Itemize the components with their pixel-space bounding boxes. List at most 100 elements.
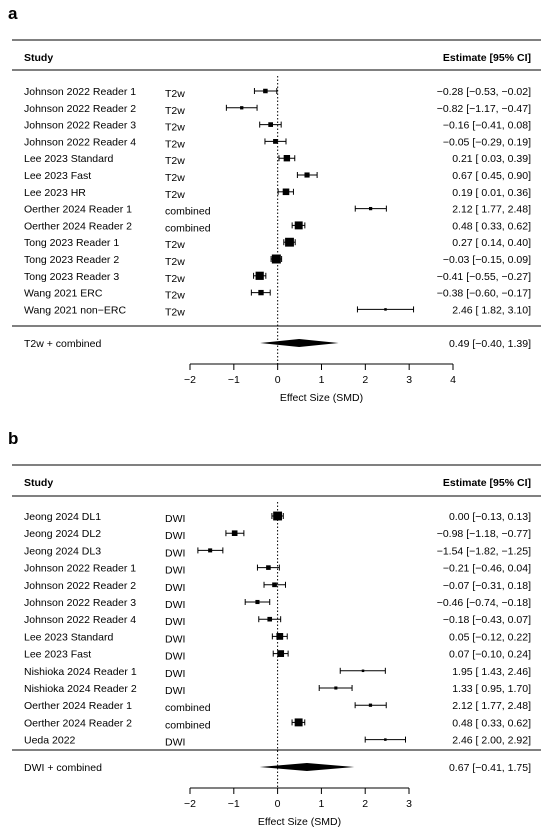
point-estimate	[208, 548, 213, 553]
estimate-ci-text: −0.41 [−0.55, −0.27]	[437, 271, 531, 283]
estimate-ci-text: 0.00 [−0.13, 0.13]	[449, 511, 531, 523]
estimate-ci-text: 0.48 [ 0.33, 0.62]	[452, 220, 531, 232]
x-tick-label: −2	[184, 374, 196, 386]
x-tick-label: 2	[362, 374, 368, 386]
study-label: Tong 2023 Reader 3	[24, 271, 119, 283]
study-label: Tong 2023 Reader 1	[24, 237, 119, 249]
point-estimate	[231, 530, 238, 537]
study-label: Ueda 2022	[24, 735, 76, 747]
estimate-ci-text: −0.07 [−0.31, 0.18]	[443, 580, 531, 592]
estimate-ci-text: 0.48 [ 0.33, 0.62]	[452, 717, 531, 729]
estimate-ci-text: −0.21 [−0.46, 0.04]	[443, 563, 531, 575]
point-estimate	[384, 738, 387, 741]
estimate-ci-text: −0.98 [−1.18, −0.77]	[437, 528, 531, 540]
estimate-column-header: Estimate [95% CI]	[443, 477, 531, 489]
estimate-column-header: Estimate [95% CI]	[443, 52, 531, 64]
panel-label: b	[8, 429, 18, 448]
estimate-ci-text: −0.05 [−0.29, 0.19]	[443, 136, 531, 148]
point-estimate	[271, 254, 281, 264]
point-estimate	[277, 650, 285, 657]
point-estimate	[255, 271, 264, 280]
estimate-ci-text: 2.12 [ 1.77, 2.48]	[452, 700, 531, 712]
study-label: Johnson 2022 Reader 1	[24, 563, 136, 575]
study-label: Lee 2023 Fast	[24, 170, 91, 182]
point-estimate	[272, 582, 277, 588]
x-tick-label: 3	[406, 374, 412, 386]
estimate-ci-text: 2.46 [ 1.82, 3.10]	[452, 304, 531, 316]
x-axis-title: Effect Size (SMD)	[258, 816, 341, 828]
point-estimate	[334, 686, 338, 690]
sequence-label: combined	[165, 222, 211, 234]
point-estimate	[283, 155, 291, 162]
study-label: Lee 2023 Standard	[24, 153, 113, 165]
study-label: Johnson 2022 Reader 3	[24, 597, 136, 609]
sequence-label: T2w	[165, 306, 185, 318]
estimate-ci-text: 1.33 [ 0.95, 1.70]	[452, 683, 531, 695]
point-estimate	[276, 633, 284, 640]
estimate-ci-text: −0.18 [−0.43, 0.07]	[443, 614, 531, 626]
study-label: Lee 2023 Fast	[24, 649, 91, 661]
point-estimate	[294, 221, 303, 230]
summary-label: T2w + combined	[24, 338, 101, 350]
x-tick-label: −2	[184, 798, 196, 810]
sequence-label: DWI	[165, 565, 185, 577]
sequence-label: DWI	[165, 668, 185, 680]
study-label: Oerther 2024 Reader 2	[24, 220, 132, 232]
estimate-ci-text: 0.19 [ 0.01, 0.36]	[452, 187, 531, 199]
point-estimate	[304, 172, 310, 178]
study-label: Oerther 2024 Reader 1	[24, 204, 132, 216]
x-tick-label: 0	[275, 374, 281, 386]
sequence-label: T2w	[165, 189, 185, 201]
sequence-label: T2w	[165, 256, 185, 268]
estimate-ci-text: 1.95 [ 1.43, 2.46]	[452, 666, 531, 678]
x-axis-title: Effect Size (SMD)	[280, 392, 363, 404]
sequence-label: T2w	[165, 273, 185, 285]
sequence-label: DWI	[165, 737, 185, 749]
study-label: Wang 2021 non−ERC	[24, 304, 126, 316]
estimate-ci-text: 0.27 [ 0.14, 0.40]	[452, 237, 531, 249]
point-estimate	[255, 599, 260, 605]
estimate-ci-text: −0.82 [−1.17, −0.47]	[437, 103, 531, 115]
point-estimate	[240, 106, 244, 110]
study-label: Jeong 2024 DL1	[24, 511, 101, 523]
sequence-label: DWI	[165, 582, 185, 594]
study-label: Jeong 2024 DL3	[24, 545, 101, 557]
sequence-label: T2w	[165, 155, 185, 167]
summary-diamond	[260, 339, 339, 347]
estimate-ci-text: −0.16 [−0.41, 0.08]	[443, 120, 531, 132]
estimate-ci-text: 2.12 [ 1.77, 2.48]	[452, 204, 531, 216]
estimate-ci-text: −0.38 [−0.60, −0.17]	[437, 288, 531, 300]
study-label: Nishioka 2024 Reader 1	[24, 666, 137, 678]
sequence-label: combined	[165, 206, 211, 218]
sequence-label: DWI	[165, 599, 185, 611]
estimate-ci-text: −1.54 [−1.82, −1.25]	[437, 545, 531, 557]
x-tick-label: 3	[406, 798, 412, 810]
sequence-label: DWI	[165, 651, 185, 663]
sequence-label: DWI	[165, 616, 185, 628]
estimate-ci-text: 0.05 [−0.12, 0.22]	[449, 631, 531, 643]
study-label: Wang 2021 ERC	[24, 288, 103, 300]
point-estimate	[282, 188, 290, 196]
point-estimate	[285, 237, 294, 247]
estimate-ci-text: 2.46 [ 2.00, 2.92]	[452, 735, 531, 747]
point-estimate	[266, 565, 271, 570]
summary-diamond	[259, 763, 355, 771]
summary-estimate-text: 0.49 [−0.40, 1.39]	[449, 338, 531, 350]
study-label: Johnson 2022 Reader 4	[24, 614, 136, 626]
study-label: Johnson 2022 Reader 3	[24, 120, 136, 132]
point-estimate	[268, 122, 274, 127]
point-estimate	[361, 669, 365, 673]
study-label: Oerther 2024 Reader 1	[24, 700, 132, 712]
estimate-ci-text: −0.28 [−0.53, −0.02]	[437, 86, 531, 98]
sequence-label: T2w	[165, 138, 185, 150]
x-tick-label: −1	[228, 374, 240, 386]
study-label: Lee 2023 Standard	[24, 631, 113, 643]
summary-estimate-text: 0.67 [−0.41, 1.75]	[449, 762, 531, 774]
point-estimate	[263, 88, 268, 94]
study-label: Oerther 2024 Reader 2	[24, 717, 132, 729]
study-label: Johnson 2022 Reader 4	[24, 136, 136, 148]
panel-label: a	[8, 4, 18, 23]
estimate-ci-text: −0.03 [−0.15, 0.09]	[443, 254, 531, 266]
sequence-label: T2w	[165, 239, 185, 251]
